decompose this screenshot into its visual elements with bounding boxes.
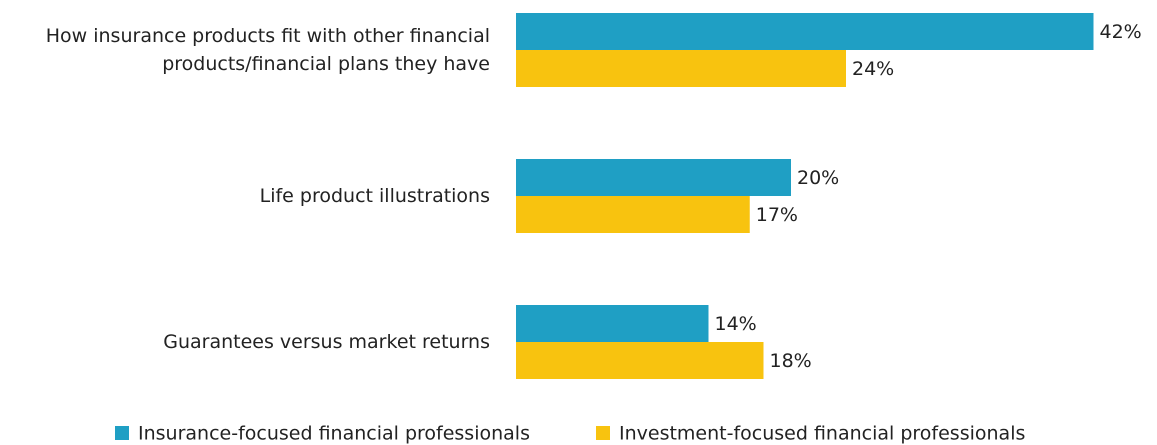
bar <box>516 305 709 342</box>
bar <box>516 196 750 233</box>
category-label: How insurance products fit with other fi… <box>45 25 490 75</box>
value-label: 17% <box>756 204 798 226</box>
category-label: Guarantees versus market returns <box>163 331 490 353</box>
value-label: 42% <box>1100 21 1142 43</box>
bar <box>516 159 791 196</box>
category-label: Life product illustrations <box>259 185 490 207</box>
bar <box>516 13 1094 50</box>
value-label: 24% <box>852 58 894 80</box>
legend-label: Investment-focused financial professiona… <box>619 423 1025 445</box>
legend-swatch <box>596 426 610 440</box>
value-label: 18% <box>770 350 812 372</box>
bar <box>516 50 846 87</box>
legend-label: Insurance-focused financial professional… <box>138 423 530 445</box>
value-label: 20% <box>797 167 839 189</box>
value-label: 14% <box>715 313 757 335</box>
legend-swatch <box>115 426 129 440</box>
bar <box>516 342 764 379</box>
